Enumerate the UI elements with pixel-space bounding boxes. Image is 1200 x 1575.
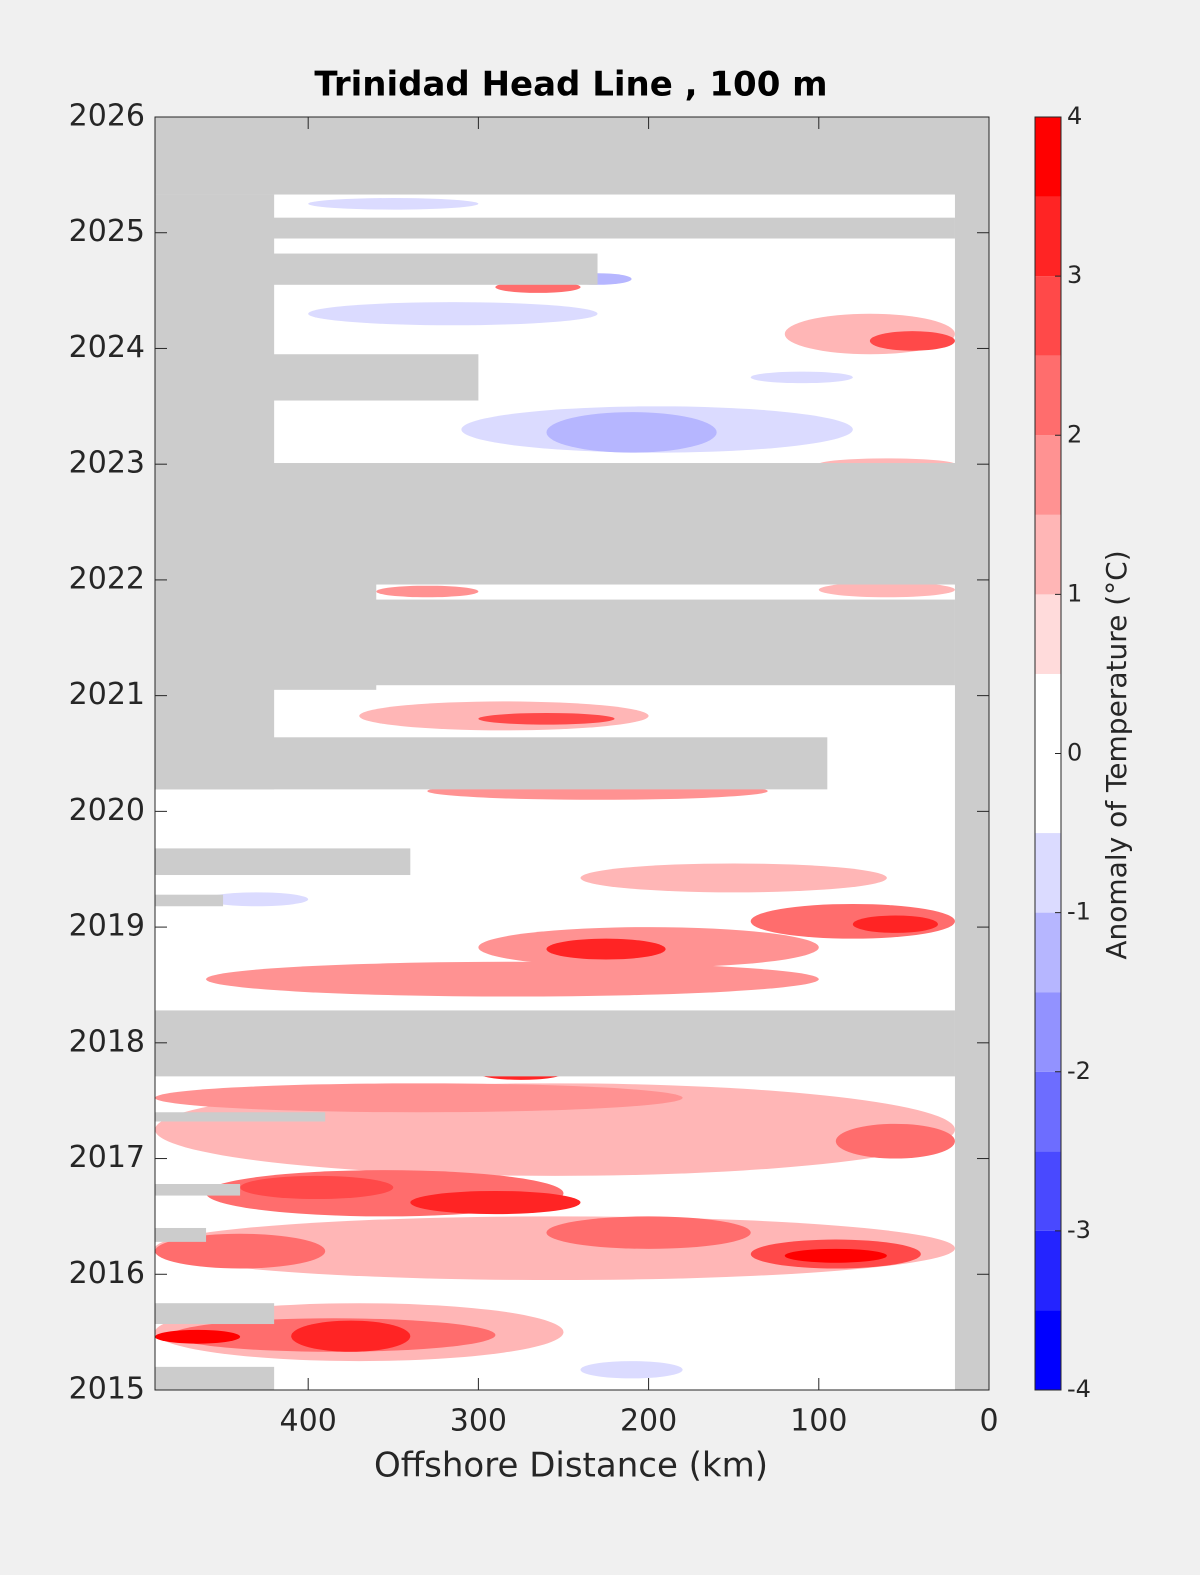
x-tick-label: 400 <box>280 1404 337 1439</box>
colorbar-bin <box>1035 594 1061 674</box>
missing-data <box>155 1010 955 1077</box>
colorbar-bin <box>1035 355 1061 436</box>
contour-field <box>155 117 989 1390</box>
x-axis-label: Offshore Distance (km) <box>374 1446 768 1486</box>
y-tick-label: 2022 <box>69 561 145 596</box>
x-tick-label: 200 <box>620 1404 677 1439</box>
colorbar-bin <box>1035 1310 1061 1390</box>
colorbar-bin <box>1035 196 1061 277</box>
missing-data <box>155 1227 207 1242</box>
colorbar-tick-label: 2 <box>1067 420 1082 448</box>
anomaly-patch <box>308 198 479 210</box>
anomaly-patch <box>478 712 615 725</box>
anomaly-patch <box>376 585 479 598</box>
anomaly-patch <box>546 412 717 453</box>
missing-data <box>155 1112 326 1122</box>
colorbar-bin <box>1035 514 1061 595</box>
anomaly-patch <box>869 331 955 351</box>
colorbar-tick-label: -4 <box>1067 1375 1091 1403</box>
colorbar-tick-label: -1 <box>1067 898 1091 926</box>
anomaly-patch <box>155 1083 683 1113</box>
colorbar-bin <box>1035 833 1061 913</box>
anomaly-patch <box>206 961 819 997</box>
anomaly-patch <box>291 1320 411 1352</box>
x-tick-label: 0 <box>979 1404 998 1439</box>
y-tick-label: 2020 <box>69 793 145 828</box>
anomaly-patch <box>784 1248 887 1263</box>
missing-data <box>155 354 479 401</box>
colorbar-bin <box>1035 117 1061 197</box>
colorbar-tick-label: 3 <box>1067 261 1082 289</box>
anomaly-patch <box>155 1216 955 1281</box>
colorbar-bin <box>1035 1151 1061 1231</box>
colorbar-bin <box>1035 1071 1061 1152</box>
missing-data <box>155 894 224 907</box>
missing-data <box>155 117 989 195</box>
missing-data <box>954 117 989 1390</box>
x-tick-label: 100 <box>790 1404 847 1439</box>
anomaly-patch <box>546 1216 751 1249</box>
anomaly-patch <box>206 892 309 907</box>
anomaly-patch <box>410 1190 581 1215</box>
colorbar-tick-label: -2 <box>1067 1057 1091 1085</box>
missing-data <box>155 1303 275 1325</box>
anomaly-patch <box>580 863 887 893</box>
anomaly-patch <box>546 938 666 960</box>
missing-data <box>155 194 275 465</box>
missing-data <box>155 599 955 686</box>
anomaly-patch <box>580 1361 683 1379</box>
plot-frame <box>154 116 990 1391</box>
anomaly-patch <box>240 1175 394 1200</box>
missing-data <box>155 1184 241 1196</box>
anomaly-patch <box>308 302 598 326</box>
missing-data <box>155 217 955 239</box>
colorbar-tick-label: -3 <box>1067 1216 1091 1244</box>
anomaly-patch <box>818 582 955 598</box>
colorbar-bin <box>1035 276 1061 356</box>
anomaly-patch <box>155 1329 241 1344</box>
missing-data <box>155 253 598 285</box>
y-tick-label: 2025 <box>69 214 145 249</box>
y-tick-label: 2018 <box>69 1024 145 1059</box>
anomaly-patch <box>155 1233 326 1269</box>
colorbar-bin <box>1035 673 1061 754</box>
colorbar-tick-label: 0 <box>1067 739 1082 767</box>
colorbar-bin <box>1035 753 1061 834</box>
missing-data <box>155 463 989 585</box>
x-tick-label: 300 <box>450 1404 507 1439</box>
y-tick-label: 2021 <box>69 677 145 712</box>
missing-data <box>155 737 828 790</box>
colorbar-bin <box>1035 435 1061 515</box>
anomaly-patch <box>852 915 938 933</box>
anomaly-patch <box>750 371 853 384</box>
colorbar-bin <box>1035 992 1061 1072</box>
y-tick-label: 2016 <box>69 1256 145 1291</box>
missing-data <box>155 848 411 876</box>
y-tick-label: 2015 <box>69 1372 145 1407</box>
y-tick-label: 2019 <box>69 909 145 944</box>
colorbar-bin <box>1035 1230 1061 1311</box>
colorbar-bin <box>1035 912 1061 993</box>
y-tick-label: 2023 <box>69 446 145 481</box>
colorbar-label: Anomaly of Temperature (°C) <box>1100 550 1133 959</box>
y-tick-label: 2024 <box>69 330 145 365</box>
missing-data <box>155 1366 275 1390</box>
y-tick-label: 2026 <box>69 99 145 134</box>
anomaly-patch <box>835 1123 955 1159</box>
colorbar-tick-label: 1 <box>1067 579 1082 607</box>
y-tick-label: 2017 <box>69 1140 145 1175</box>
chart-title: Trinidad Head Line , 100 m <box>314 65 827 105</box>
colorbar-tick-label: 4 <box>1067 102 1082 130</box>
